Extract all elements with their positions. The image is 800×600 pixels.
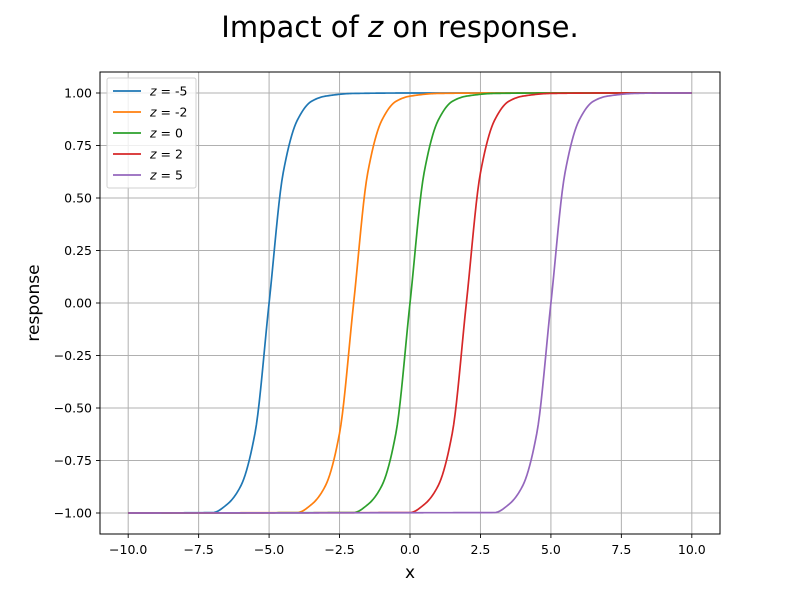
y-tick-label: 1.00 — [64, 86, 92, 101]
x-axis-label: x — [405, 563, 415, 583]
legend-variable: z — [149, 147, 157, 162]
legend-entry-label: z = 0 — [149, 126, 183, 141]
y-tick-label: 0.25 — [64, 243, 92, 258]
y-tick-label: −0.50 — [54, 401, 92, 416]
legend-value: = 2 — [157, 147, 183, 162]
y-tick-label: 0.75 — [64, 138, 92, 153]
y-axis-label: response — [24, 264, 44, 341]
legend-variable: z — [149, 105, 157, 120]
legend-variable: z — [149, 168, 157, 183]
title-prefix: Impact of — [221, 10, 368, 44]
chart-title: Impact of z on response. — [221, 10, 578, 44]
x-tick-label: 7.5 — [611, 542, 631, 557]
y-tick-label: 0.00 — [64, 296, 92, 311]
axis-ticks: −10.0 −7.5 −5.0 −2.5 0.0 2.5 5.0 7.5 10.0 −1.00 −0… — [54, 86, 706, 558]
legend-entry-label: z = -2 — [149, 105, 187, 120]
x-tick-label: 2.5 — [471, 542, 491, 557]
y-tick-label: −1.00 — [54, 506, 92, 521]
y-tick-label: −0.75 — [54, 453, 92, 468]
legend: z = -5z = -2z = 0z = 2z = 5 — [106, 77, 197, 189]
plot-lines — [128, 92, 692, 514]
legend-entry-label: z = -5 — [149, 84, 187, 99]
x-tick-label: −2.5 — [324, 542, 354, 557]
x-tick-label: −5.0 — [254, 542, 284, 557]
x-tick-label: 0.0 — [400, 542, 420, 557]
x-tick-label: −10.0 — [109, 542, 147, 557]
legend-variable: z — [149, 84, 157, 99]
legend-entry-label: z = 2 — [149, 147, 183, 162]
legend-value: = -5 — [157, 84, 188, 99]
title-variable: z — [367, 10, 384, 44]
legend-value: = 0 — [157, 126, 183, 141]
title-suffix: on response. — [383, 10, 579, 44]
legend-variable: z — [149, 126, 157, 141]
y-tick-label: 0.50 — [64, 191, 92, 206]
legend-value: = 5 — [157, 168, 183, 183]
x-tick-label: 10.0 — [678, 542, 706, 557]
legend-entry-label: z = 5 — [149, 168, 183, 183]
x-tick-label: 5.0 — [541, 542, 561, 557]
legend-value: = -2 — [157, 105, 188, 120]
y-tick-label: −0.25 — [54, 348, 92, 363]
series-line-z-5 — [128, 92, 692, 514]
legend-box — [106, 77, 197, 189]
x-tick-label: −7.5 — [183, 542, 213, 557]
